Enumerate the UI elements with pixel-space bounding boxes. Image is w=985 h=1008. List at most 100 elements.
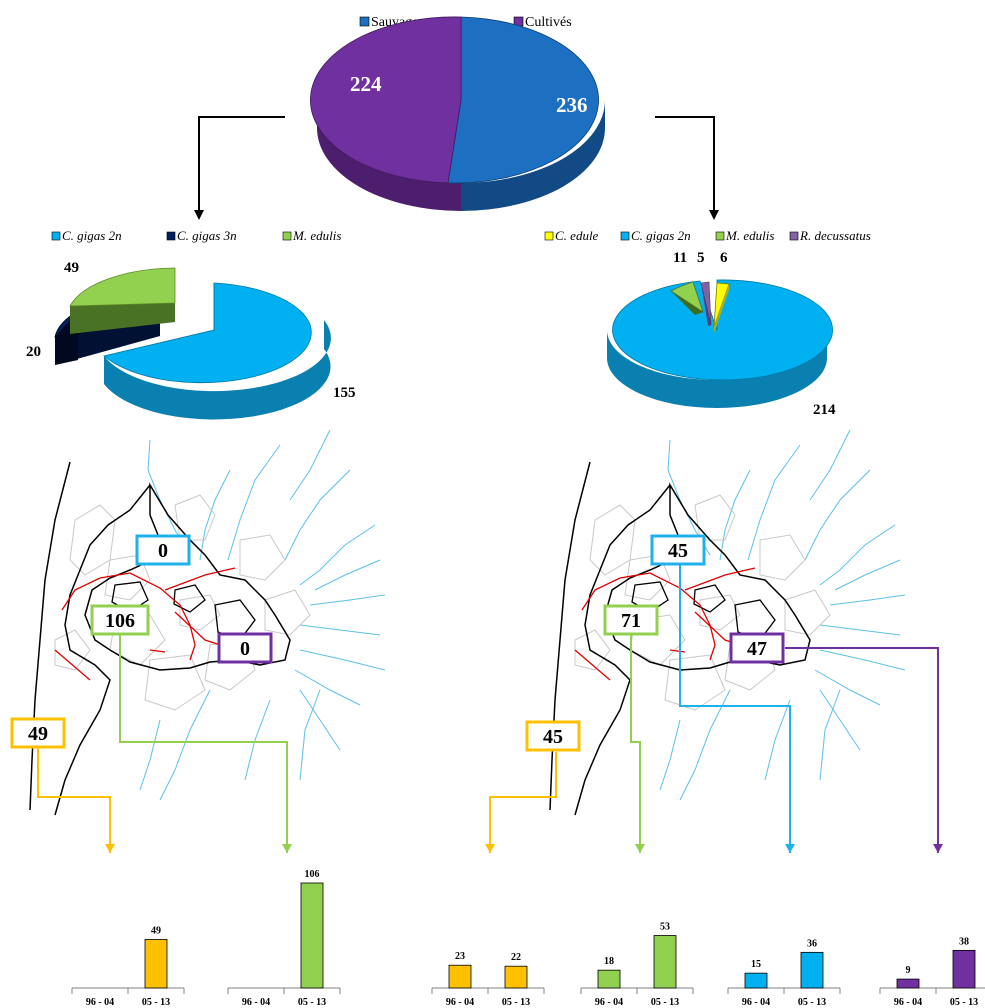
map-parcel [179,594,221,631]
pie-top-side-sauvages [461,100,605,211]
map-island [734,599,776,641]
zone-right-purple-box [729,632,785,664]
connector-left [198,116,285,213]
zone-right-yellow-value: 45 [543,726,563,748]
zone-left-yellow-box [10,717,66,749]
map-river [309,594,386,606]
connector-left-green-arrowhead [282,844,292,853]
map-zone-boundary [684,567,756,591]
map-parcel [759,534,806,581]
bar-category-label: 05 - 13 [142,997,170,1008]
bar-value-label: 106 [305,869,320,880]
map-parcel [664,654,726,711]
map-river [244,699,271,781]
map-parcel [784,589,831,636]
pie-left-side-cgigas2n [104,320,331,420]
zone-right-blue-value: 45 [668,540,688,562]
connector-right-blue [679,560,791,853]
map-river [284,469,351,561]
zone-left-green-value: 106 [105,610,135,632]
bar-panel-3: 96 - 04 23 05 - 13 22 [431,951,545,1008]
zone-right-yellow-box [525,720,581,752]
map-river [719,469,751,561]
bar-category-label: 05 - 13 [950,997,978,1008]
map-river [314,559,381,591]
map-river [747,444,801,561]
map-river [819,689,861,751]
bar-category-label: 96 - 04 [742,997,770,1008]
map-parcel [574,629,611,671]
map-parcel [54,629,91,671]
left-pie-legend: C. gigas 2n C. gigas 3n M. edulis [51,228,341,243]
bar-value-label: 22 [511,952,521,963]
bar-value-label: 18 [604,956,614,967]
bar-value-label: 9 [906,965,911,976]
legend-cgigas2n-left: C. gigas 2n [62,228,122,243]
bar-value-label: 38 [959,936,969,947]
right-pie-legend: C. edule C. gigas 2n M. edulis R. decuss… [544,228,871,243]
map-river [819,624,901,636]
map-shore [574,484,671,816]
map-parcel [699,594,741,631]
map-river [659,719,681,791]
pie-right: 214 11 5 6 [607,250,836,418]
map-zone-boundary [669,649,686,653]
zone-right-green-value: 71 [621,610,641,632]
bar-value-label: 49 [151,925,161,936]
bar-category-label: 96 - 04 [242,997,270,1008]
bar-panel-2: 96 - 04 05 - 13 106 [227,869,341,1008]
pie-left-side-medulis [70,303,175,334]
legend-medulis-right: M. edulis [725,228,774,243]
pie-left-side-cgigas3n [55,320,160,365]
map-river [819,524,896,586]
zone-right-blue-box [650,534,706,566]
map-parcel [239,534,286,581]
map-island [173,584,206,613]
map-river [289,429,331,501]
map-left [29,429,386,816]
pie-right-value-medulis: 11 [673,250,687,266]
map-river [199,469,231,561]
pie-slice-cgigas2n-left [103,282,312,384]
bar-category-label: 05 - 13 [298,997,326,1008]
bar-panel-6: 96 - 04 9 05 - 13 38 [879,936,985,1008]
map-parcel [144,654,206,711]
bar-value-label: 23 [455,951,465,962]
zone-left-blue-value: 0 [158,540,168,562]
bar [504,965,528,989]
pie-top-value-cultives: 224 [350,72,382,96]
legend-medulis-left: M. edulis [292,228,341,243]
connector-right-yellow-arrowhead [485,844,495,853]
map-coastline [29,461,71,811]
legend-cedule: C. edule [555,228,599,243]
zone-right-purple-value: 47 [747,638,767,660]
arrowhead-left [194,210,204,220]
bar [952,949,976,989]
map-parcel [104,554,151,601]
bar-value-label: 36 [807,938,817,949]
map-zone-boundary [574,649,611,681]
pie-left-value-medulis: 49 [64,260,79,276]
map-zone-boundary [54,649,91,681]
bar-value-label: 15 [751,959,761,970]
pie-top-side-cultives [317,100,461,211]
map-river [764,699,791,781]
legend-swatch-sauvages [359,16,370,27]
zone-right-green-box [603,604,659,636]
map-basin [84,482,291,671]
bar-category-label: 05 - 13 [798,997,826,1008]
map-river [159,689,211,801]
pie-right-value-cedule: 6 [720,250,728,266]
connector-right-green [630,632,641,853]
map-zone-boundary [61,572,196,661]
map-river [809,429,851,501]
legend-cgigas2n-right: C. gigas 2n [631,228,691,243]
connector-left-yellow-arrowhead [105,844,115,853]
map-river [299,524,376,586]
connector-right-green-arrowhead [635,844,645,853]
map-river [299,624,381,636]
pie-top: 236 224 [309,16,605,211]
zone-left-purple-value: 0 [240,638,250,660]
bar-category-label: 05 - 13 [502,997,530,1008]
connector-right-yellow [489,752,557,853]
